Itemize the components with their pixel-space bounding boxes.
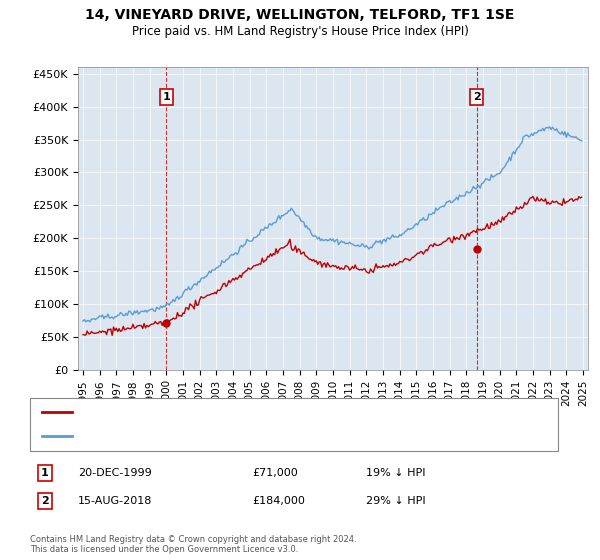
Text: 14, VINEYARD DRIVE, WELLINGTON, TELFORD, TF1 1SE (detached house): 14, VINEYARD DRIVE, WELLINGTON, TELFORD,…	[78, 408, 458, 418]
Text: £71,000: £71,000	[252, 468, 298, 478]
Text: HPI: Average price, detached house, Telford and Wrekin: HPI: Average price, detached house, Telf…	[78, 431, 368, 441]
Text: 1: 1	[163, 92, 170, 102]
Text: 14, VINEYARD DRIVE, WELLINGTON, TELFORD, TF1 1SE: 14, VINEYARD DRIVE, WELLINGTON, TELFORD,…	[85, 8, 515, 22]
Text: Contains HM Land Registry data © Crown copyright and database right 2024.
This d: Contains HM Land Registry data © Crown c…	[30, 535, 356, 554]
Text: 2: 2	[473, 92, 481, 102]
Text: £184,000: £184,000	[252, 496, 305, 506]
Text: 1: 1	[41, 468, 49, 478]
Text: Price paid vs. HM Land Registry's House Price Index (HPI): Price paid vs. HM Land Registry's House …	[131, 25, 469, 38]
Text: 2: 2	[41, 496, 49, 506]
Text: 15-AUG-2018: 15-AUG-2018	[78, 496, 152, 506]
Text: 19% ↓ HPI: 19% ↓ HPI	[366, 468, 425, 478]
Text: 20-DEC-1999: 20-DEC-1999	[78, 468, 152, 478]
Text: 29% ↓ HPI: 29% ↓ HPI	[366, 496, 425, 506]
